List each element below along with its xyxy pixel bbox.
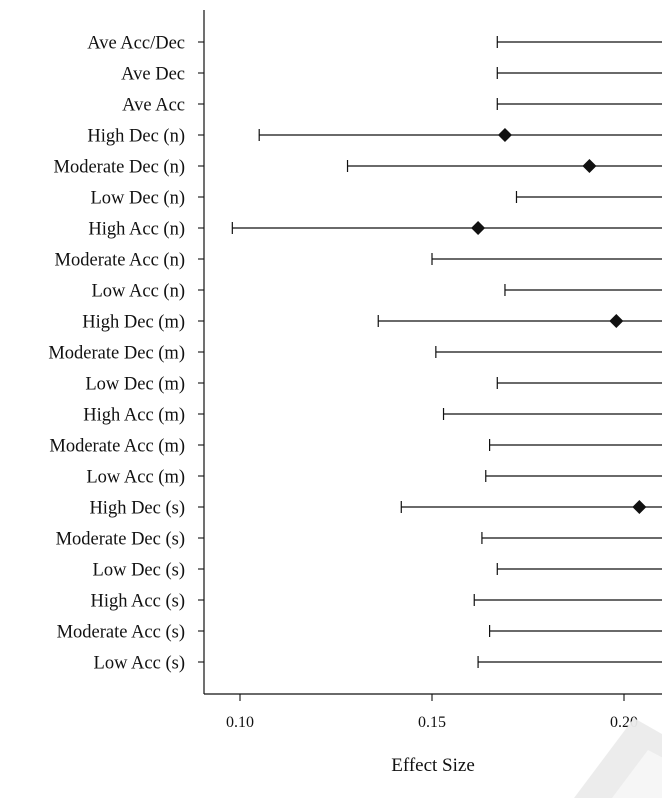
x-tick-label: 0.10 <box>226 714 254 731</box>
row-label: Low Acc (m) <box>86 468 185 488</box>
forest-row: High Acc (n) <box>88 220 662 240</box>
forest-row: Low Acc (m) <box>86 468 662 488</box>
row-label: Low Acc (s) <box>94 654 185 674</box>
rows-layer: Ave Acc/Dec Ave Dec Ave Acc High Dec (n) Mod… <box>48 34 662 674</box>
forest-row: High Acc (s) <box>90 592 662 612</box>
estimate-diamond <box>632 500 646 514</box>
row-label: Moderate Dec (n) <box>54 158 186 178</box>
estimate-diamond <box>582 159 596 173</box>
estimate-diamond <box>498 128 512 142</box>
row-label: Ave Dec <box>121 65 185 85</box>
forest-row: Low Dec (n) <box>90 189 662 209</box>
forest-row: Moderate Acc (n) <box>55 251 662 271</box>
forest-row: High Dec (m) <box>82 313 662 333</box>
row-label: Low Dec (s) <box>93 561 185 581</box>
row-label: Moderate Dec (m) <box>48 344 185 364</box>
forest-row: Ave Acc/Dec <box>87 34 662 54</box>
forest-row: High Dec (s) <box>89 499 662 519</box>
forest-row: Moderate Acc (m) <box>49 437 662 457</box>
row-label: High Acc (n) <box>88 220 185 240</box>
forest-row: Low Acc (s) <box>94 654 662 674</box>
forest-row: Low Dec (m) <box>85 375 662 395</box>
row-label: High Dec (n) <box>87 127 185 147</box>
row-label: Low Dec (m) <box>85 375 185 395</box>
estimate-diamond <box>609 314 623 328</box>
forest-row: High Dec (n) <box>87 127 662 147</box>
row-label: High Dec (s) <box>89 499 185 519</box>
forest-row: Moderate Dec (m) <box>48 344 662 364</box>
row-label: High Dec (m) <box>82 313 185 333</box>
forest-row: Moderate Acc (s) <box>57 623 662 643</box>
corner-watermark <box>552 710 662 800</box>
row-label: Moderate Acc (n) <box>55 251 185 271</box>
estimate-diamond <box>471 221 485 235</box>
x-axis-title: Effect Size <box>391 755 475 776</box>
forest-row: Low Acc (n) <box>92 282 662 302</box>
forest-row: Low Dec (s) <box>93 561 662 581</box>
row-label: Moderate Acc (s) <box>57 623 185 643</box>
forest-row: Ave Acc <box>122 96 662 116</box>
row-label: Moderate Dec (s) <box>56 530 185 550</box>
forest-row: Moderate Dec (n) <box>54 158 662 178</box>
x-tick-label: 0.15 <box>418 714 446 731</box>
row-label: Ave Acc <box>122 96 185 116</box>
row-label: Moderate Acc (m) <box>49 437 185 457</box>
row-label: High Acc (s) <box>90 592 185 612</box>
forest-row: High Acc (m) <box>83 406 662 426</box>
row-label: Low Dec (n) <box>90 189 185 209</box>
forest-plot: Ave Acc/Dec Ave Dec Ave Acc High Dec (n) Mod… <box>0 0 662 780</box>
row-label: High Acc (m) <box>83 406 185 426</box>
forest-row: Moderate Dec (s) <box>56 530 662 550</box>
forest-row: Ave Dec <box>121 65 662 85</box>
row-label: Low Acc (n) <box>92 282 186 302</box>
row-label: Ave Acc/Dec <box>87 34 185 54</box>
